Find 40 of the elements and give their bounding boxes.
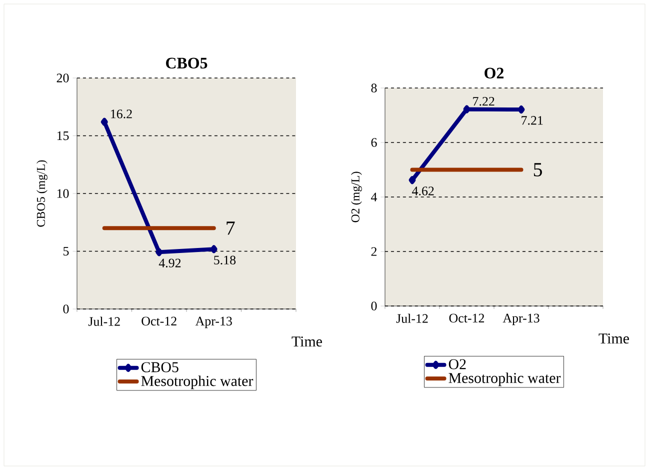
legend-label: Mesotrophic water — [448, 372, 561, 386]
point — [156, 248, 163, 256]
x-tick-label: Oct-12 — [449, 314, 484, 322]
y-tick-label: 5 — [64, 246, 69, 256]
data-label: 5 — [534, 163, 542, 176]
data-label: 5.18 — [214, 256, 236, 264]
y-tick-label: 0 — [371, 302, 377, 310]
point — [210, 245, 218, 254]
x-tick-label: Oct-12 — [142, 316, 176, 326]
y-tick-label: 10 — [57, 189, 69, 198]
point — [463, 105, 470, 114]
data-label: 7.22 — [473, 96, 494, 106]
data-label: 7 — [226, 222, 235, 235]
point — [408, 176, 416, 184]
y-tick-label: 0 — [63, 304, 69, 314]
y-axis-title: CBO5 (mg/L) — [36, 160, 48, 227]
data-label: 7.21 — [522, 116, 543, 125]
y-axis-title: O2 (mg/L) — [351, 172, 362, 222]
y-tick-label: 20 — [56, 74, 69, 82]
x-tick-label: Apr-13 — [502, 314, 540, 326]
point — [100, 118, 108, 126]
x-tick-label: Jul-12 — [88, 316, 120, 326]
y-tick-label: 2 — [371, 247, 377, 256]
y-tick-label: 6 — [371, 138, 377, 147]
data-label: 16.2 — [111, 110, 132, 118]
y-tick-label: 8 — [371, 84, 377, 92]
legend-label: CBO5 — [141, 362, 178, 372]
chart-title: O2 — [484, 68, 504, 79]
x-axis-title: Time — [598, 334, 629, 344]
x-tick-label: Apr-13 — [195, 316, 232, 328]
point — [518, 106, 525, 114]
legend-label: O2 — [448, 359, 466, 370]
x-axis-title: Time — [292, 336, 322, 347]
y-tick-label: 4 — [371, 192, 378, 202]
chart-title: CBO5 — [166, 58, 208, 68]
data-label: 4.92 — [158, 258, 181, 268]
y-tick-label: 15 — [57, 131, 69, 140]
x-tick-label: Jul-12 — [396, 314, 428, 323]
legend-label: Mesotrophic water — [141, 376, 254, 390]
data-label: 4.62 — [412, 186, 434, 196]
